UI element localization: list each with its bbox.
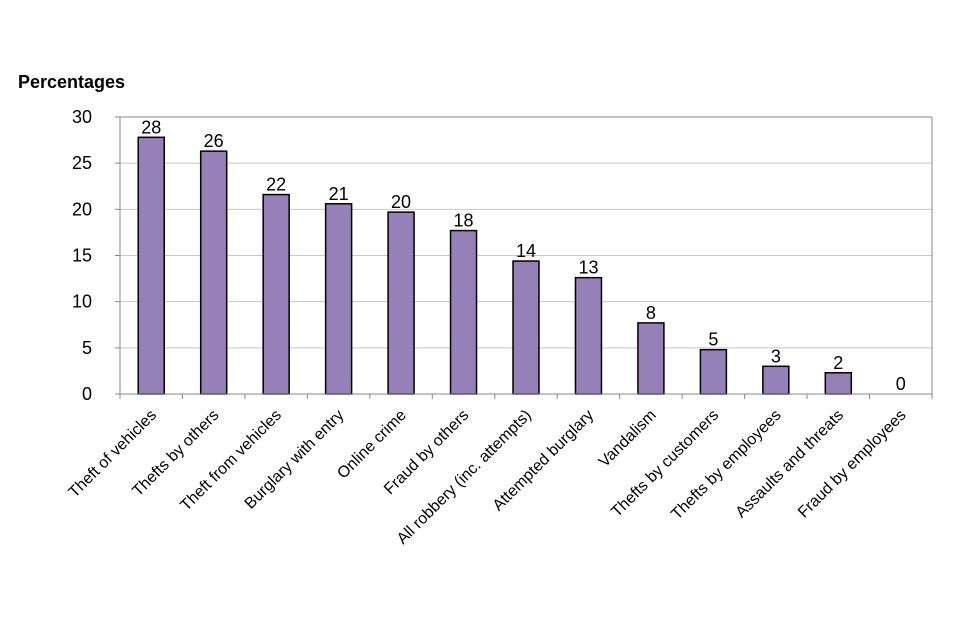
bars: [137, 136, 853, 395]
data-label: 13: [578, 258, 598, 278]
y-axis-label: Percentages: [18, 72, 125, 92]
bar: [574, 276, 603, 395]
data-label: 8: [646, 303, 656, 323]
data-label: 18: [454, 211, 474, 231]
x-tick-label: Assaults and threats: [733, 407, 848, 522]
y-tick-label: 25: [72, 153, 92, 173]
data-label: 26: [204, 131, 224, 151]
data-label: 0: [896, 374, 906, 394]
x-tick-label: Fraud by employees: [795, 407, 910, 522]
bar: [762, 365, 790, 395]
bar: [262, 193, 290, 395]
data-label: 21: [329, 184, 349, 204]
data-label: 14: [516, 241, 536, 261]
bar: [449, 229, 478, 395]
bar: [199, 150, 228, 395]
bar: [637, 322, 665, 395]
y-tick-label: 5: [82, 338, 92, 358]
bar: [137, 136, 165, 395]
data-label: 2: [833, 353, 843, 373]
data-label: 22: [266, 175, 286, 195]
x-tick-label: Vandalism: [596, 407, 660, 471]
data-label: 5: [708, 330, 718, 350]
x-tick-label: Thefts by customers: [608, 407, 722, 521]
y-tick-label: 20: [72, 199, 92, 219]
x-tick-label: Thefts by employees: [668, 407, 784, 523]
bar: [387, 211, 415, 395]
bar: [324, 203, 353, 395]
bar: [699, 348, 728, 395]
data-label: 20: [391, 192, 411, 212]
y-tick-label: 10: [72, 292, 92, 312]
data-label: 3: [771, 346, 781, 366]
y-tick-label: 15: [72, 246, 92, 266]
y-tick-label: 0: [82, 384, 92, 404]
data-label: 28: [141, 117, 161, 137]
y-tick-label: 30: [72, 107, 92, 127]
bar: [824, 372, 853, 395]
bar: [512, 260, 540, 395]
